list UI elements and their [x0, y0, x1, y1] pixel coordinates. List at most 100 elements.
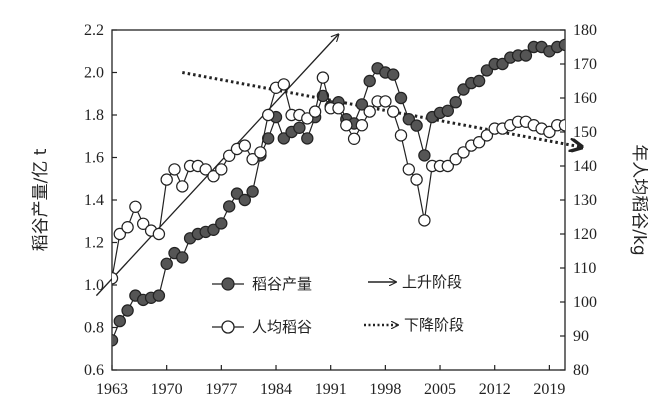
- per-capita-point: [254, 146, 267, 159]
- production-point: [238, 193, 251, 207]
- right-tick-label: 110: [573, 260, 596, 277]
- x-tick-label: 1963: [96, 381, 128, 398]
- left-tick-label: 0.6: [84, 362, 104, 379]
- per-capita-point: [347, 132, 361, 145]
- right-axis-title: 年人均稻谷/kg: [629, 144, 648, 255]
- production-point: [222, 200, 236, 213]
- x-tick-label: 2012: [479, 381, 511, 398]
- left-tick-label: 2.0: [84, 65, 104, 82]
- left-axis-title: 稻谷产量/亿 t: [31, 148, 51, 251]
- per-capita-point: [168, 163, 181, 176]
- falling-trend-arrow: [182, 71, 580, 147]
- per-capita-point: [222, 149, 236, 162]
- per-capita-point: [480, 129, 494, 142]
- per-capita-point: [129, 200, 142, 213]
- production-point: [215, 217, 228, 230]
- x-tick-label: 1970: [151, 381, 183, 398]
- legend-label-production: 稻谷产量: [252, 275, 312, 293]
- production-point: [387, 68, 400, 81]
- per-capita-point: [472, 135, 486, 149]
- right-tick-label: 80: [573, 362, 589, 379]
- production-point: [316, 89, 330, 103]
- right-tick-label: 90: [573, 328, 589, 345]
- x-tick-label: 1977: [205, 381, 237, 398]
- right-tick-label: 180: [573, 22, 597, 39]
- per-capita-point: [387, 105, 400, 118]
- left-tick-label: 2.2: [84, 22, 104, 39]
- right-axis-ticks: 80 90 100 110 120 130 140 150 160 170 180: [560, 22, 597, 379]
- production-point: [301, 132, 314, 145]
- plot-frame: [111, 29, 566, 371]
- production-point: [394, 91, 408, 105]
- per-capita-point: [410, 173, 423, 186]
- production-point: [113, 314, 127, 328]
- per-capita-point: [332, 101, 345, 115]
- right-tick-label: 100: [573, 294, 597, 311]
- x-tick-label: 2019: [533, 381, 565, 398]
- production-point: [558, 38, 565, 52]
- per-capita-point: [340, 118, 353, 132]
- production-point: [262, 132, 275, 145]
- per-capita-point: [121, 220, 134, 234]
- production-point: [355, 98, 369, 111]
- per-capita-point: [199, 163, 212, 176]
- per-capita-point: [394, 129, 408, 142]
- right-tick-label: 150: [573, 124, 597, 141]
- right-tick-label: 140: [573, 158, 597, 175]
- per-capita-point: [215, 163, 228, 176]
- right-tick-label: 130: [573, 192, 597, 209]
- per-capita-point: [112, 272, 119, 285]
- right-tick-label: 120: [573, 226, 597, 243]
- per-capita-point: [441, 159, 454, 173]
- production-series-line: [112, 44, 565, 341]
- left-tick-label: 1.8: [84, 107, 104, 124]
- production-point: [121, 304, 134, 317]
- production-point: [152, 289, 166, 302]
- legend-marker-per-capita: [221, 320, 235, 334]
- production-point: [472, 74, 486, 88]
- production-point: [160, 257, 173, 270]
- legend-marker-production: [221, 277, 235, 291]
- data-series: [112, 38, 565, 347]
- per-capita-point: [246, 152, 259, 166]
- per-capita-point: [402, 163, 415, 176]
- per-capita-point: [152, 227, 166, 241]
- per-capita-point: [457, 146, 470, 159]
- per-capita-point: [355, 118, 369, 132]
- trend-lines: [95, 34, 580, 297]
- x-tick-label: 1984: [260, 381, 292, 398]
- left-tick-label: 1.4: [84, 192, 104, 209]
- production-point: [176, 251, 189, 264]
- production-point: [112, 334, 119, 347]
- production-point: [418, 149, 431, 162]
- per-capita-point: [262, 108, 275, 122]
- left-tick-label: 0.8: [84, 320, 104, 337]
- production-point: [519, 49, 533, 62]
- x-axis-ticks: 1963 1970 1977 1984 1991 1998 2005 2012 2019: [96, 365, 565, 398]
- per-capita-point: [308, 105, 322, 118]
- right-tick-label: 170: [573, 56, 597, 73]
- left-tick-label: 1.6: [84, 150, 104, 167]
- per-capita-point: [277, 78, 290, 91]
- legend-label-rising: 上升阶段: [402, 273, 462, 291]
- per-capita-point: [316, 71, 330, 84]
- per-capita-point: [136, 217, 150, 230]
- legend-label-per-capita: 人均稻谷: [252, 318, 312, 336]
- per-capita-point: [301, 112, 314, 125]
- per-capita-point: [418, 214, 431, 227]
- left-axis-ticks: 0.6 0.8 1.0 1.2 1.4 1.6 1.8 2.0 2.2: [84, 22, 117, 379]
- per-capita-point: [113, 227, 127, 241]
- per-capita-point: [238, 139, 251, 152]
- per-capita-point: [160, 173, 173, 186]
- legend-label-falling: 下降阶段: [404, 316, 464, 334]
- x-tick-label: 1998: [369, 381, 401, 398]
- production-point: [410, 119, 423, 132]
- legend: 稻谷产量 上升阶段 人均稻谷 下降阶段: [212, 273, 464, 336]
- production-point: [441, 104, 454, 118]
- per-capita-point: [543, 125, 556, 139]
- production-point: [363, 74, 376, 88]
- x-tick-label: 2005: [424, 381, 456, 398]
- per-capita-point: [207, 169, 220, 183]
- production-point: [246, 185, 259, 198]
